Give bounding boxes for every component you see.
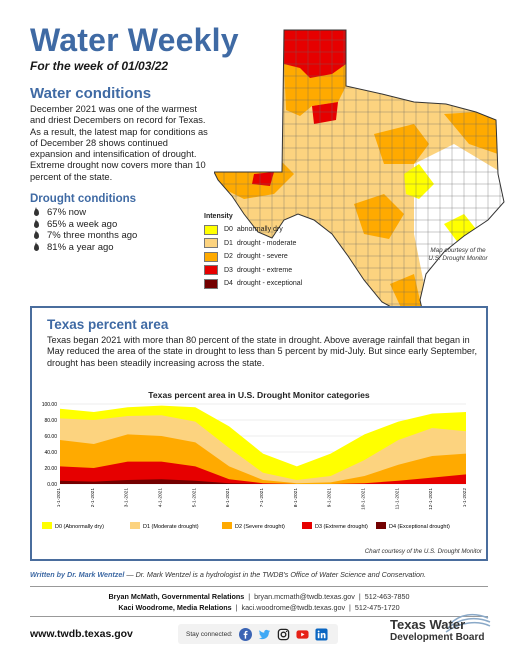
- x-tick-label: 8-1-2021: [293, 488, 299, 508]
- chart-title: Texas percent area in U.S. Drought Monit…: [148, 390, 370, 400]
- instagram-icon[interactable]: [277, 628, 290, 641]
- water-conditions-heading: Water conditions: [30, 85, 152, 102]
- social-bar: Stay connected:: [178, 624, 338, 644]
- percent-area-box: Texas percent area Texas began 2021 with…: [30, 306, 488, 561]
- newsletter-title: Water Weekly: [30, 22, 239, 58]
- water-conditions-text: December 2021 was one of the warmest and…: [30, 104, 208, 182]
- legend-item-d4: D4 drought - exceptional: [204, 277, 302, 291]
- percent-area-text: Texas began 2021 with more than 80 perce…: [47, 335, 477, 368]
- x-tick-label: 4-1-2021: [158, 488, 164, 508]
- twitter-icon[interactable]: [258, 628, 271, 641]
- map-credit: Map courtesy of the U.S. Drought Monitor: [428, 247, 488, 262]
- legend-swatch: [376, 522, 386, 529]
- legend-item-d1: D1 drought - moderate: [204, 237, 302, 251]
- x-tick-label: 2-1-2021: [90, 488, 96, 508]
- legend-label: D2 (Severe drought): [235, 524, 285, 530]
- x-tick-label: 12-1-2021: [428, 488, 434, 510]
- water-drop-icon: [34, 207, 39, 217]
- y-tick-label: 60.00: [44, 434, 57, 440]
- x-tick-label: 5-1-2021: [191, 488, 197, 508]
- legend-label: D3 (Extreme drought): [315, 524, 368, 530]
- logo-text: Texas Water Development Board: [390, 617, 485, 643]
- map-legend: Intensity D0 abnormally dry D1 drought -…: [204, 213, 302, 291]
- list-item: 65% a week ago: [34, 219, 137, 231]
- x-tick-label: 9-1-2021: [327, 488, 333, 508]
- list-item: 67% now: [34, 207, 137, 219]
- legend-label: D4 (Exceptional drought): [389, 524, 450, 530]
- x-tick-label: 6-1-2021: [225, 488, 231, 508]
- author-note: — Dr. Mark Wentzel is a hydrologist in t…: [124, 570, 427, 579]
- drought-conditions-list: 67% now 65% a week ago 7% three months a…: [34, 207, 137, 253]
- legend-swatch: [204, 224, 218, 235]
- legend-item-d0: D0 abnormally dry: [204, 223, 302, 237]
- facebook-icon[interactable]: [238, 627, 252, 641]
- x-tick-label: 11-1-2021: [394, 488, 400, 510]
- list-item: 7% three months ago: [34, 230, 137, 242]
- x-tick-label: 7-1-2021: [259, 488, 265, 508]
- list-item: 81% a year ago: [34, 242, 137, 254]
- twdb-logo[interactable]: Texas Water Development Board: [362, 612, 492, 652]
- x-tick-label: 1-1-2022: [462, 488, 468, 508]
- percent-area-heading: Texas percent area: [47, 317, 169, 332]
- legend-item-d2: D2 drought - severe: [204, 250, 302, 264]
- y-tick-label: 100.00: [42, 402, 58, 408]
- stay-connected-label: Stay connected:: [186, 630, 233, 638]
- texas-drought-map: [214, 29, 505, 319]
- x-tick-label: 1-1-2021: [56, 488, 62, 508]
- y-tick-label: 40.00: [44, 450, 57, 456]
- x-tick-label: 10-1-2021: [361, 488, 367, 510]
- legend-swatch: [204, 251, 218, 262]
- drought-chart: Texas percent area in U.S. Drought Monit…: [36, 388, 482, 558]
- website-link[interactable]: www.twdb.texas.gov: [30, 628, 133, 640]
- y-tick-label: 0.00: [47, 482, 57, 488]
- area-series: [60, 461, 466, 484]
- drought-conditions-heading: Drought conditions: [30, 193, 137, 205]
- legend-swatch: [204, 278, 218, 289]
- divider: [30, 586, 488, 587]
- water-drop-icon: [34, 241, 39, 251]
- contact-email[interactable]: kaci.woodrome@twdb.texas.gov: [241, 603, 346, 612]
- legend-swatch: [130, 522, 140, 529]
- author-name: Written by Dr. Mark Wentzel: [30, 570, 125, 579]
- youtube-icon[interactable]: [296, 628, 309, 641]
- contact-row: Kaci Woodrome, Media Relations | kaci.wo…: [118, 603, 400, 612]
- legend-swatch: [204, 265, 218, 276]
- y-tick-label: 20.00: [44, 466, 57, 472]
- contact-row: Bryan McMath, Governmental Relations | b…: [108, 592, 410, 601]
- y-tick-label: 80.00: [44, 418, 57, 424]
- water-wave-icon: [445, 613, 491, 633]
- legend-swatch: [222, 522, 232, 529]
- contact-email[interactable]: bryan.mcmath@twdb.texas.gov: [254, 592, 355, 601]
- water-drop-icon: [34, 218, 39, 228]
- area-series: [60, 479, 466, 484]
- legend-item-d3: D3 drought - extreme: [204, 264, 302, 278]
- x-tick-label: 3-1-2021: [124, 488, 130, 508]
- written-by: Written by Dr. Mark Wentzel — Dr. Mark W…: [30, 570, 426, 579]
- water-drop-icon: [34, 230, 39, 240]
- legend-label: D0 (Abnormally dry): [55, 524, 104, 530]
- legend-title: Intensity: [204, 213, 233, 220]
- week-of-subtitle: For the week of 01/03/22: [30, 59, 169, 73]
- legend-swatch: [302, 522, 312, 529]
- legend-label: D1 (Moderate drought): [143, 524, 199, 530]
- chart-credit: Chart courtesy of the U.S. Drought Monit…: [364, 548, 482, 555]
- legend-swatch: [42, 522, 52, 529]
- divider: [30, 616, 488, 617]
- linkedin-icon[interactable]: [315, 627, 328, 641]
- chart-plot: 100.00 80.00 60.00 40.00 20.00 0.001-1-2021 2-…: [42, 402, 468, 530]
- legend-swatch: [204, 238, 218, 249]
